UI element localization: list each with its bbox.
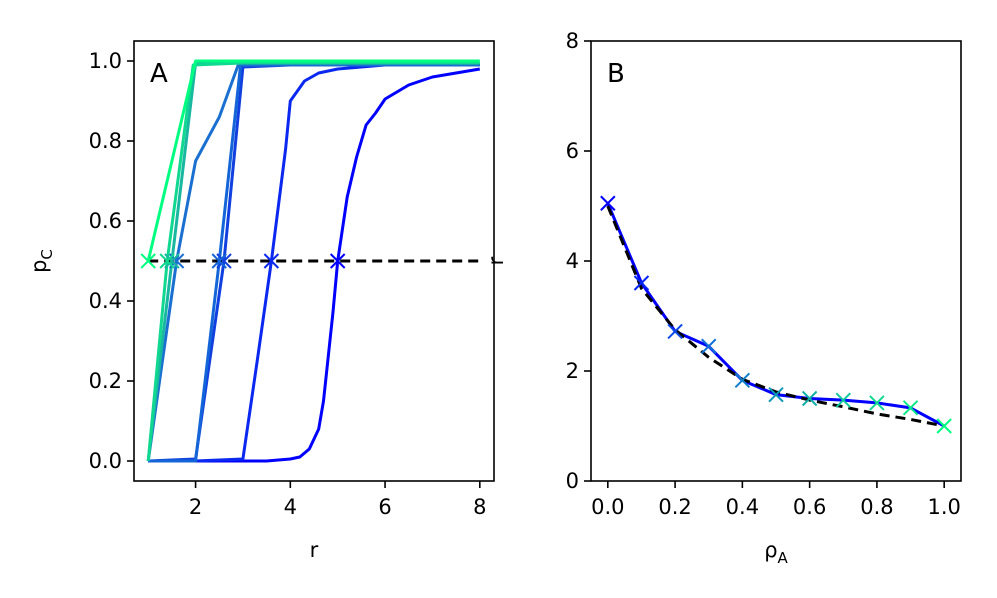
data-marker-9	[902, 400, 919, 416]
data-marker-2	[667, 323, 683, 340]
y-axis-label-main: r	[484, 256, 508, 265]
data-marker-8	[869, 395, 885, 411]
y-tick-label: 8	[566, 29, 579, 53]
y-axis-label-main: p	[27, 260, 51, 273]
data-marker-1	[633, 275, 650, 291]
series-line-3	[148, 63, 480, 463]
axes-frame	[133, 40, 495, 482]
data-marker-7	[835, 392, 851, 408]
data-layer	[146, 59, 481, 463]
y-tick-label: 0.2	[89, 369, 122, 393]
y-tick-label: 0.6	[89, 209, 122, 233]
x-tick-label: 8	[473, 495, 486, 519]
x-tick-label: 0.0	[591, 495, 624, 519]
y-tick-label: 4	[566, 249, 579, 273]
crossing-marker-7	[140, 253, 156, 269]
x-axis-label: r	[310, 538, 319, 562]
panel-letter: B	[607, 59, 625, 89]
crossing-marker-3	[211, 253, 227, 269]
y-axis-label: pC	[27, 249, 56, 273]
x-axis-label: ρA	[764, 538, 788, 567]
x-tick-label: 4	[284, 495, 297, 519]
data-marker-6	[801, 390, 818, 407]
y-axis-label-sub: C	[38, 249, 56, 259]
x-tick-label: 1.0	[927, 495, 960, 519]
series-line-2	[148, 63, 480, 463]
y-tick-label: 0.8	[89, 129, 122, 153]
data-marker-10	[936, 418, 952, 434]
x-axis-label-main: r	[310, 538, 319, 562]
data-marker-4	[734, 372, 751, 389]
x-tick-label: 0.8	[860, 495, 893, 519]
data-layer	[606, 202, 945, 428]
crossing-marker-6	[159, 253, 175, 269]
dashed-series-line-1	[606, 205, 945, 428]
y-tick-label: 6	[566, 139, 579, 163]
crossing-marker-5	[164, 253, 180, 269]
crossing-marker-1	[263, 253, 280, 269]
x-tick-label: 0.6	[793, 495, 826, 519]
x-tick-label: 2	[189, 495, 202, 519]
y-tick-label: 2	[566, 359, 579, 383]
y-tick-label: 0.0	[89, 449, 122, 473]
series-line-7	[146, 59, 480, 262]
x-tick-label: 6	[378, 495, 391, 519]
panel-letter: A	[150, 59, 168, 89]
x-axis-label-main: ρ	[764, 538, 777, 562]
crossing-marker-0	[329, 253, 346, 269]
y-axis-label: r	[484, 256, 508, 265]
y-tick-label: 0.4	[89, 289, 122, 313]
x-tick-label: 0.4	[726, 495, 759, 519]
y-tick-label: 1.0	[89, 49, 122, 73]
y-tick-label: 0	[566, 469, 579, 493]
series-line-4	[146, 63, 480, 462]
series-line-1	[148, 63, 480, 463]
crossing-marker-2	[216, 253, 232, 269]
data-marker-3	[701, 338, 717, 354]
x-axis-label-sub: A	[778, 549, 789, 567]
panel-a: 2 4 6 8 0.0 0.2 0.4 0.6 0.8 1.0 Ar pC	[27, 40, 495, 562]
series-line-0	[148, 67, 481, 463]
data-marker-5	[768, 386, 784, 403]
x-tick-label: 0.2	[658, 495, 691, 519]
series-line-6	[146, 61, 480, 462]
data-marker-0	[600, 195, 616, 211]
axes-frame	[590, 40, 962, 482]
